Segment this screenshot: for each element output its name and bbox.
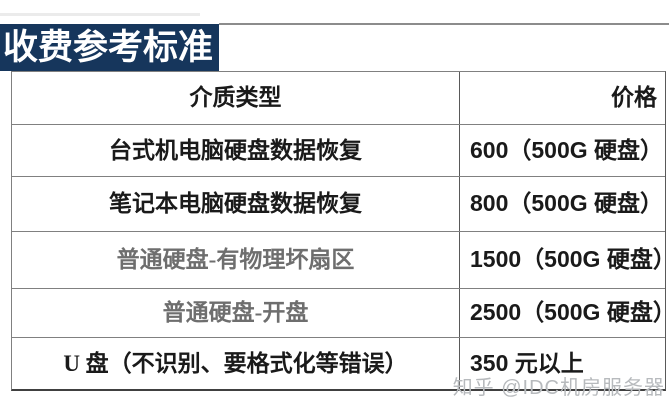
price-cell: 350 元以上 [470, 349, 584, 376]
zhihu-watermark: 知乎 @IDC机房服务器 [452, 377, 665, 399]
table-row: U 盘（不识别、要格式化等错误） 350 元以上 [12, 337, 665, 389]
table-row: 普通硬盘-开盘 2500（500G 硬盘） [12, 288, 665, 337]
title-banner: 收费参考标准 [0, 24, 219, 71]
media-type-cell: U 盘（不识别、要格式化等错误） [12, 338, 460, 389]
page-title: 收费参考标准 [3, 28, 214, 67]
pricing-table: 介质类型 价格 台式机电脑硬盘数据恢复 600（500G 硬盘） 笔记本电脑硬盘… [11, 71, 666, 391]
price-cell: 800（500G 硬盘） [470, 190, 664, 217]
table-header-row: 介质类型 价格 [12, 72, 665, 124]
price-cell: 600（500G 硬盘） [470, 136, 664, 163]
top-horizontal-rule [219, 23, 669, 25]
column-header-media-type: 介质类型 [12, 72, 460, 124]
media-type-cell: 普通硬盘-开盘 [12, 289, 460, 337]
column-header-price: 价格 [611, 85, 657, 111]
top-artifact-streak [0, 13, 200, 16]
media-type-cell: 台式机电脑硬盘数据恢复 [12, 125, 460, 176]
table-row: 普通硬盘-有物理坏扇区 1500（500G 硬盘） [12, 231, 665, 288]
price-cell: 2500（500G 硬盘） [470, 299, 665, 326]
table-row: 台式机电脑硬盘数据恢复 600（500G 硬盘） [12, 124, 665, 176]
price-cell: 1500（500G 硬盘） [470, 246, 665, 273]
media-type-cell: 笔记本电脑硬盘数据恢复 [12, 177, 460, 231]
media-type-cell: 普通硬盘-有物理坏扇区 [12, 232, 460, 288]
table-row: 笔记本电脑硬盘数据恢复 800（500G 硬盘） [12, 176, 665, 231]
